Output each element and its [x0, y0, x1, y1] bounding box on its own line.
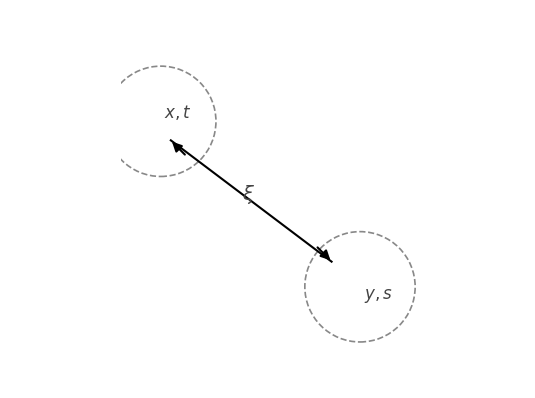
Text: $y, s$: $y, s$: [364, 287, 393, 305]
Text: $\xi$: $\xi$: [242, 183, 255, 206]
Text: $x, t$: $x, t$: [164, 103, 192, 122]
